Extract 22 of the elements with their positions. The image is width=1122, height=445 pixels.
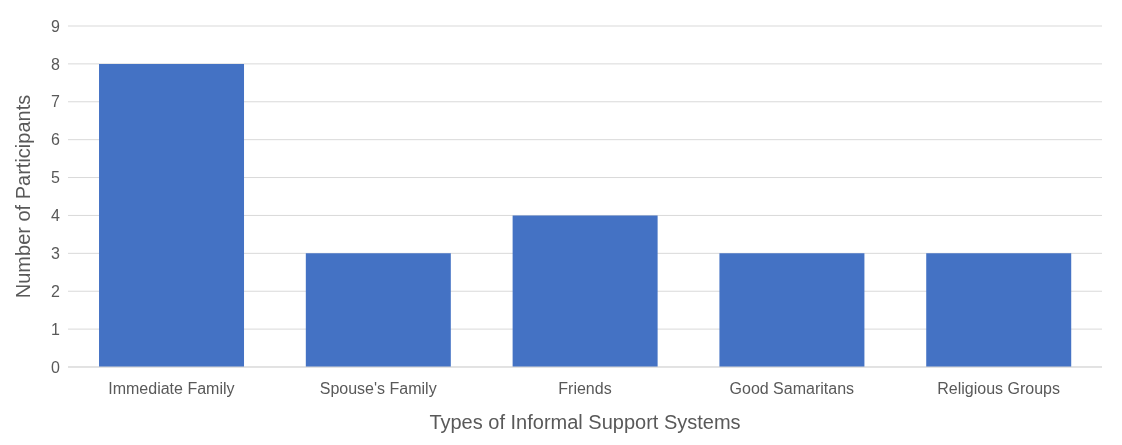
bar <box>926 253 1072 367</box>
y-tick-label: 3 <box>51 245 61 263</box>
x-tick-label: Good Samaritans <box>729 380 855 398</box>
y-tick-label: 8 <box>51 55 61 73</box>
x-axis-title: Types of Informal Support Systems <box>429 411 741 433</box>
bar <box>719 253 865 367</box>
x-tick-label: Spouse's Family <box>319 380 437 398</box>
bar <box>99 63 245 367</box>
y-tick-label: 6 <box>51 131 61 149</box>
y-tick-label: 4 <box>51 207 61 225</box>
x-tick-label: Friends <box>558 380 612 398</box>
y-tick-label: 1 <box>51 320 61 338</box>
y-axis-title: Number of Participants <box>12 94 35 299</box>
y-tick-label: 2 <box>51 282 61 300</box>
y-tick-label: 9 <box>51 17 61 35</box>
y-tick-label: 0 <box>51 358 61 376</box>
y-tick-label: 5 <box>51 169 61 187</box>
x-tick-label: Religious Groups <box>937 380 1060 398</box>
y-tick-label: 7 <box>51 93 61 111</box>
bar <box>512 215 658 367</box>
x-tick-label: Immediate Family <box>108 380 235 398</box>
bar <box>305 253 451 367</box>
